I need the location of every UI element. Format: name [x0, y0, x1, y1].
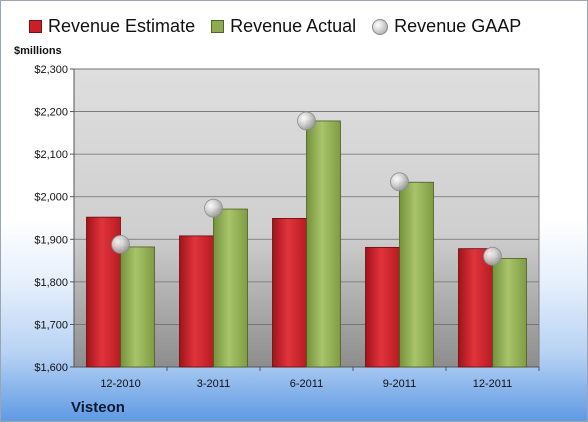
- bar-revenue-estimate: [458, 248, 493, 368]
- x-tick-label: 3-2011: [197, 378, 230, 390]
- x-tick-label: 12-2011: [473, 378, 513, 390]
- y-tick-label: $1,700: [34, 319, 68, 331]
- legend-label-estimate: Revenue Estimate: [48, 16, 196, 36]
- bar-revenue-actual: [213, 208, 248, 368]
- bar-revenue-estimate: [272, 218, 307, 368]
- x-tick-label: 12-2010: [100, 378, 140, 390]
- y-tick-label: $1,900: [34, 234, 68, 246]
- marker-revenue-gaap: [111, 234, 130, 254]
- bar-revenue-actual: [120, 246, 155, 368]
- bar-revenue-estimate: [365, 246, 400, 368]
- marker-revenue-gaap: [297, 111, 316, 131]
- legend-swatch-actual: [211, 20, 225, 33]
- y-tick-label: $2,100: [34, 149, 68, 161]
- y-tick-label: $1,600: [34, 362, 68, 374]
- bar-revenue-actual: [399, 181, 434, 368]
- legend-label-actual: Revenue Actual: [230, 16, 357, 36]
- y-tick-label: $1,800: [34, 277, 68, 289]
- x-tick-label: 9-2011: [383, 378, 416, 390]
- legend-item-actual: Revenue Actual: [211, 16, 356, 37]
- y-tick-label: $2,000: [34, 192, 68, 204]
- y-tick-label: $2,300: [34, 64, 68, 76]
- marker-revenue-gaap: [483, 246, 502, 266]
- bar-revenue-estimate: [179, 235, 214, 368]
- legend-swatch-estimate: [29, 20, 42, 33]
- company-name: Visteon: [71, 399, 125, 416]
- legend-item-estimate: Revenue Estimate: [29, 16, 195, 37]
- bar-revenue-actual: [306, 120, 341, 368]
- bar-revenue-actual: [492, 258, 527, 368]
- marker-revenue-gaap: [390, 172, 409, 192]
- legend-item-gaap: Revenue GAAP: [372, 16, 521, 37]
- y-axis-unit-label: $millions: [14, 45, 62, 57]
- x-tick-label: 6-2011: [290, 378, 323, 390]
- y-tick-label: $2,200: [34, 107, 68, 119]
- legend-label-gaap: Revenue GAAP: [394, 16, 522, 36]
- legend: Revenue Estimate Revenue Actual Revenue …: [29, 16, 537, 37]
- legend-swatch-gaap: [372, 18, 389, 35]
- marker-revenue-gaap: [204, 198, 223, 218]
